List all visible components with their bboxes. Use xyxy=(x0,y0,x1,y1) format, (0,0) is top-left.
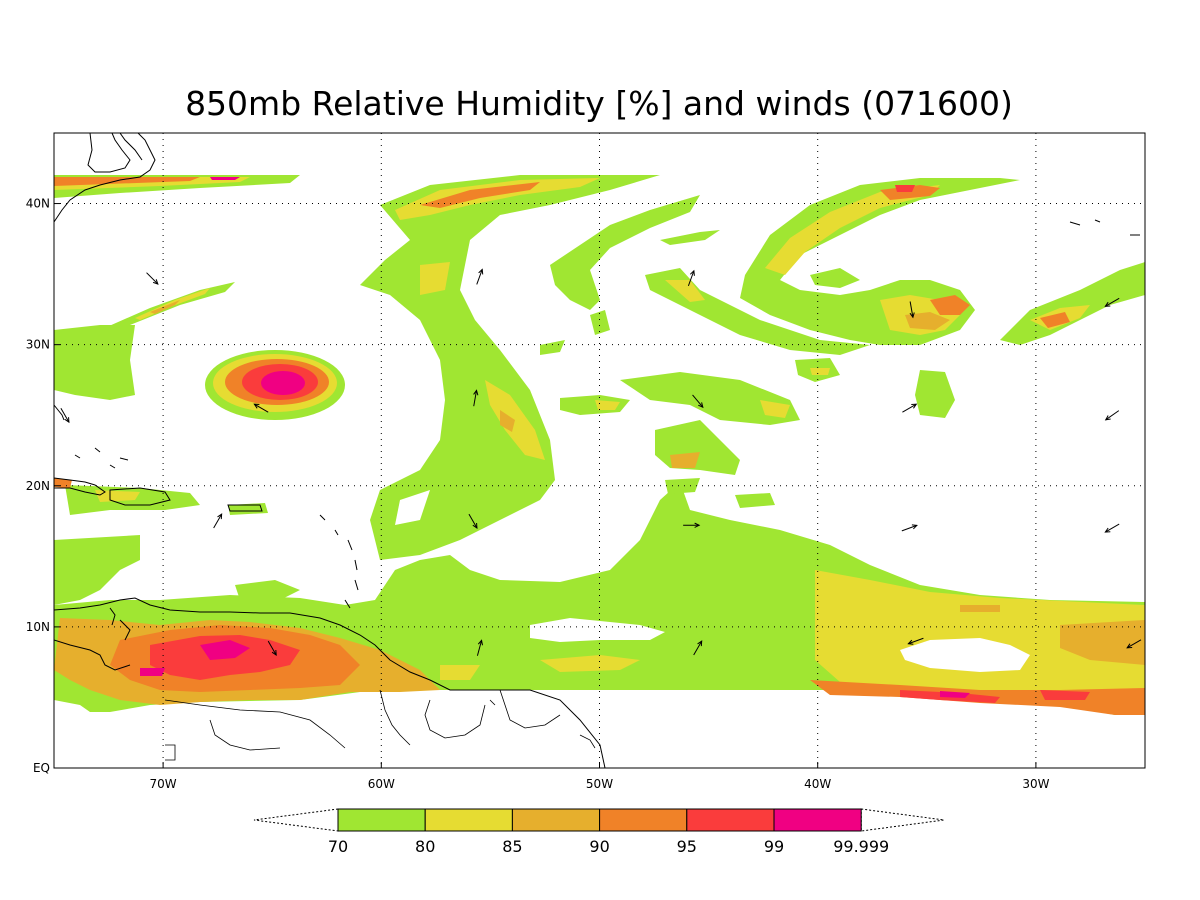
x-tick-label: 50W xyxy=(586,777,613,791)
border-suriname xyxy=(499,689,561,729)
x-tick-label: 60W xyxy=(368,777,395,791)
humidity-region-s-band xyxy=(360,175,660,560)
colorbar-label: 90 xyxy=(589,837,609,856)
colorbar-segment xyxy=(424,808,513,832)
colorbar-extend-high xyxy=(860,808,945,832)
humidity-region-hispaniola xyxy=(54,478,268,515)
y-tick-label: 20N xyxy=(26,479,50,493)
wind-arrow xyxy=(253,403,269,413)
colorbar-label: 99.999 xyxy=(833,837,889,856)
humidity-region-central-bands xyxy=(540,195,870,355)
humidity-region-west-28n xyxy=(54,325,135,400)
coastline-canada xyxy=(87,133,131,173)
map-title: 850mb Relative Humidity [%] and winds (0… xyxy=(185,84,1013,123)
coastline-bahamas xyxy=(74,447,129,469)
wind-arrow xyxy=(1104,410,1120,421)
humidity-region-tropical-band xyxy=(54,482,1145,715)
x-tick-label: 40W xyxy=(804,777,831,791)
colorbar-segment xyxy=(773,808,862,832)
colorbar-segment xyxy=(511,808,601,832)
wind-arrow xyxy=(213,513,223,529)
wind-arrow xyxy=(267,640,277,656)
humidity-region-caribbean-patch xyxy=(235,580,300,600)
coastline-lesser-antilles xyxy=(319,514,359,609)
wind-arrow xyxy=(1126,639,1142,649)
wind-arrow xyxy=(902,403,918,413)
x-tick-label: 70W xyxy=(150,777,177,791)
colorbar-segment xyxy=(686,808,775,832)
coastline-puerto-rico xyxy=(227,504,263,512)
coastline-florida xyxy=(54,404,65,421)
humidity-region-scattered-cells xyxy=(560,268,955,508)
wind-arrow xyxy=(687,269,695,287)
coastline-north-america xyxy=(54,133,156,223)
y-tick-label: 10N xyxy=(26,620,50,634)
humidity-region-spiral-north xyxy=(740,178,1020,345)
y-tick-label: 40N xyxy=(26,197,50,211)
humidity-field xyxy=(54,175,1145,715)
border-guyana xyxy=(424,699,486,739)
colorbar: 70 80 85 90 95 99 99.999 xyxy=(253,808,945,856)
colorbar-label: 80 xyxy=(415,837,435,856)
colorbar-extend-low xyxy=(253,808,339,832)
colorbar-segment xyxy=(337,808,426,832)
coastline-cuba xyxy=(54,477,106,496)
wind-vectors xyxy=(60,268,1142,656)
wind-arrow xyxy=(907,637,924,645)
coastline-panama xyxy=(54,639,131,671)
colorbar-label: 70 xyxy=(328,837,348,856)
y-tick-label: 30N xyxy=(26,338,50,352)
wind-arrow xyxy=(60,408,70,424)
humidity-region-streak-34n xyxy=(100,282,235,340)
wind-arrow xyxy=(146,272,159,285)
wind-arrow xyxy=(476,639,483,656)
coastlines xyxy=(54,133,1140,768)
wind-arrow xyxy=(909,301,915,319)
border-venezuela-brazil xyxy=(164,699,346,749)
wind-arrow xyxy=(473,389,479,407)
colorbar-label: 95 xyxy=(677,837,697,856)
wind-arrow xyxy=(693,640,703,656)
y-tick-label: EQ xyxy=(33,761,50,775)
colorbar-segment xyxy=(599,808,688,832)
wind-arrow xyxy=(901,524,918,532)
wind-arrow xyxy=(692,394,704,409)
humidity-region-spiral-east xyxy=(1000,262,1145,345)
wind-arrow xyxy=(683,522,701,528)
coastline-hispaniola xyxy=(109,487,171,506)
x-tick-label: 30W xyxy=(1022,777,1049,791)
coastline-azores xyxy=(1069,219,1140,236)
coastline-south-america xyxy=(54,597,606,768)
colorbar-label: 85 xyxy=(502,837,522,856)
wind-arrow xyxy=(1104,523,1120,533)
humidity-region-west-caribbean xyxy=(54,535,140,605)
humidity-region-storm-27n xyxy=(205,350,345,420)
axis-ticks: 70W 60W 50W 40W 30W EQ 10N 20N 30N 40N xyxy=(26,197,1050,791)
wind-arrow xyxy=(476,268,484,285)
wind-arrow xyxy=(1104,297,1120,307)
wind-arrow xyxy=(468,513,478,529)
colorbar-label: 99 xyxy=(764,837,784,856)
